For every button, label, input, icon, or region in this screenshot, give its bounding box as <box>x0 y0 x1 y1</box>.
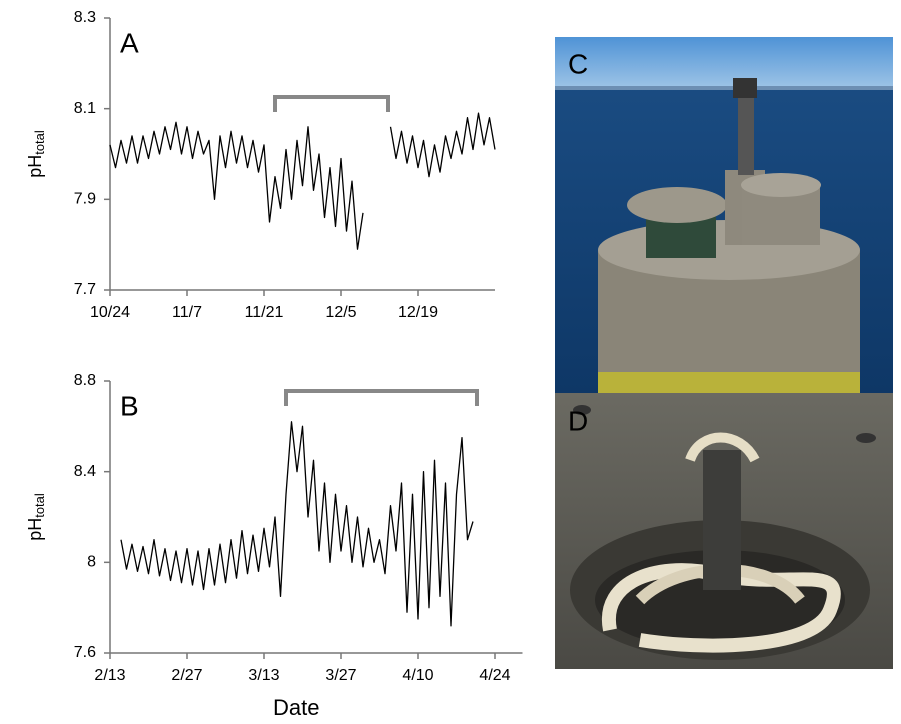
period-bracket <box>284 389 479 406</box>
y-tick-label: 8.8 <box>74 372 96 389</box>
x-tick-label: 3/13 <box>248 667 279 684</box>
y-axis-title: pHtotal <box>25 493 48 541</box>
panel-label: D <box>568 405 588 436</box>
y-axis-title-sub: total <box>32 130 47 155</box>
x-tick-label: 2/27 <box>171 667 202 684</box>
x-tick-label: 11/7 <box>172 304 202 321</box>
x-tick-label: 10/24 <box>90 304 130 321</box>
x-tick-label: 12/19 <box>398 304 438 321</box>
y-tick-label: 8.4 <box>74 463 96 480</box>
y-tick-label: 8.3 <box>74 9 96 26</box>
data-line <box>109 112 496 250</box>
panel-label: C <box>568 48 588 79</box>
photo-sensor-tubes <box>555 393 893 669</box>
y-axis-title-main: pH <box>25 155 45 178</box>
x-tick-label: 4/10 <box>402 667 433 684</box>
data-line <box>120 421 474 627</box>
y-axis-title-main: pH <box>25 518 45 541</box>
y-tick-label: 7.6 <box>74 644 96 661</box>
x-tick-label: 12/5 <box>325 304 356 321</box>
x-tick-label: 2/13 <box>94 667 125 684</box>
x-tick-label: 4/24 <box>479 667 510 684</box>
y-tick-label: 7.7 <box>74 281 96 298</box>
photo-buoy <box>555 37 893 393</box>
y-tick-label: 8.1 <box>74 100 96 117</box>
y-tick-label: 7.9 <box>74 191 96 208</box>
panel-label: B <box>120 390 139 421</box>
x-tick-label: 3/27 <box>325 667 356 684</box>
y-axis-title-sub: total <box>32 493 47 518</box>
x-tick-label: 11/21 <box>245 304 284 321</box>
period-bracket <box>273 95 390 112</box>
panel-label: A <box>120 27 139 58</box>
x-axis-title: Date <box>273 695 319 720</box>
y-axis-title: pHtotal <box>25 130 48 178</box>
y-tick-label: 8 <box>87 554 96 571</box>
